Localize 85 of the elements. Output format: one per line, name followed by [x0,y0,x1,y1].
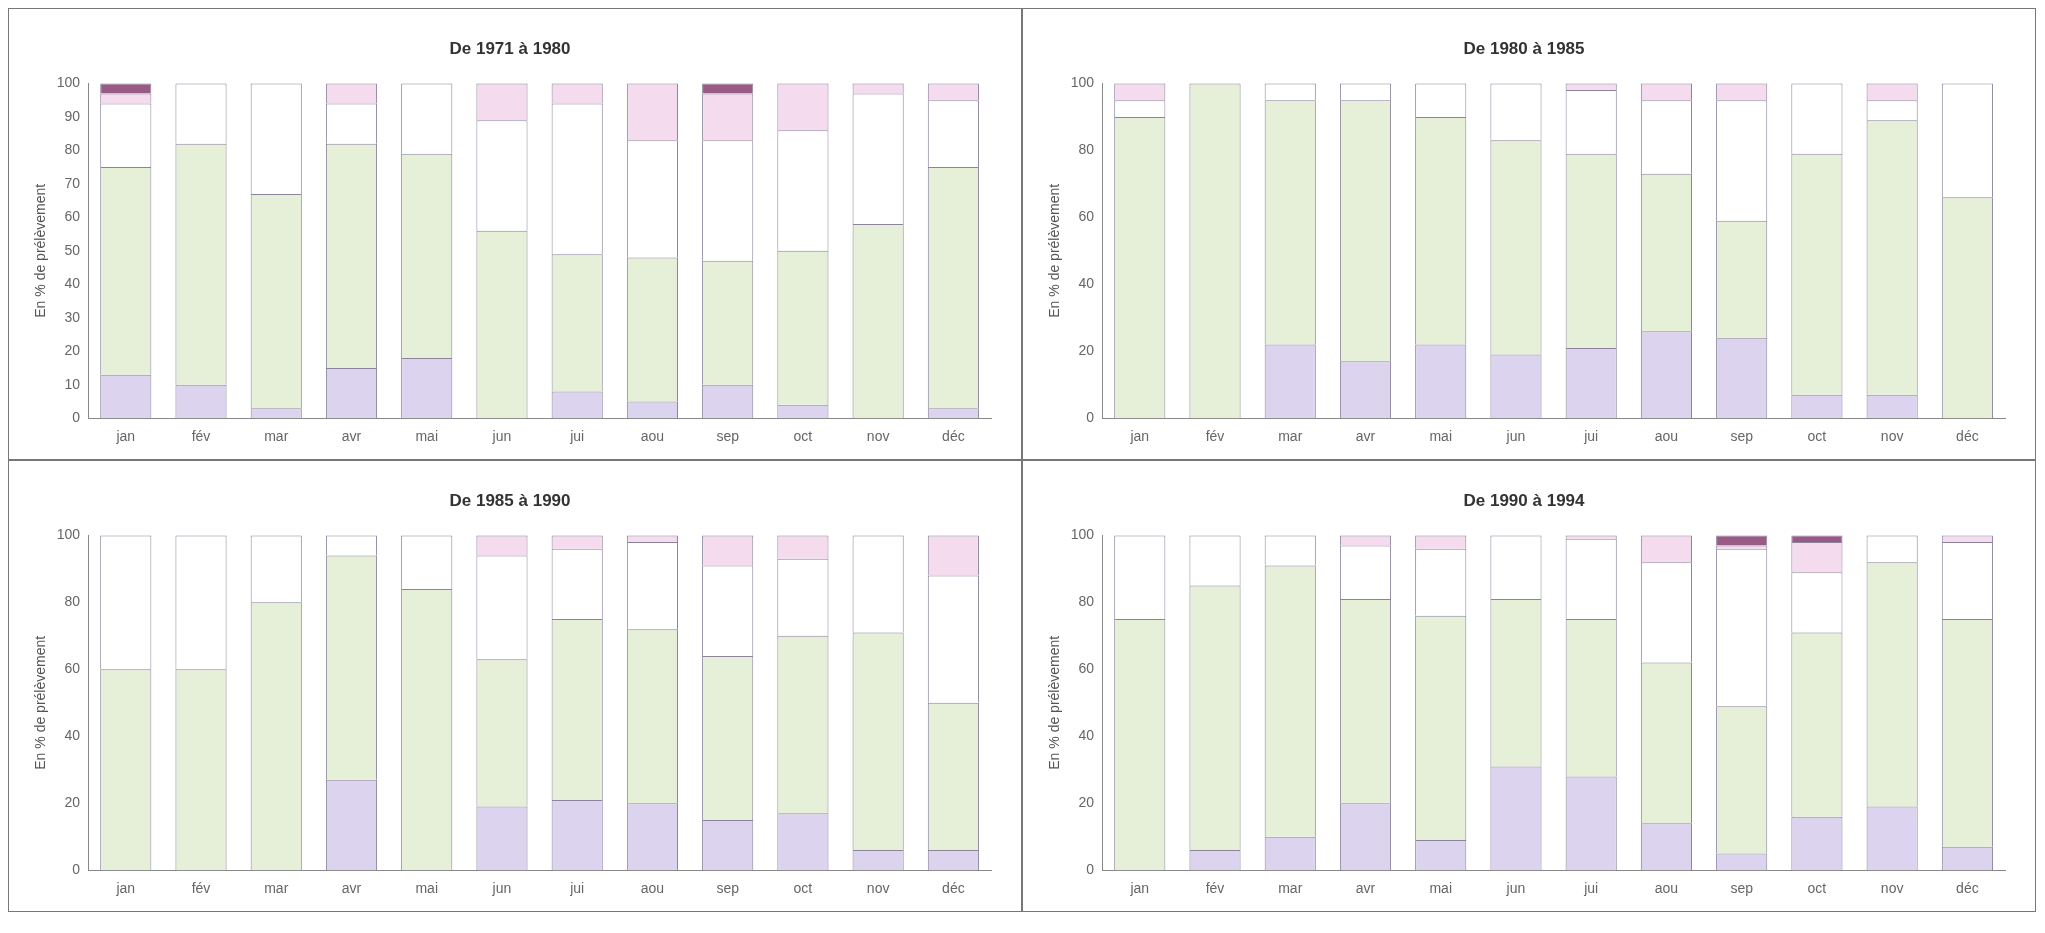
y-tick-label: 0 [72,861,81,878]
x-tick-label: jan [115,428,136,445]
y-tick-label: 20 [1078,794,1095,811]
x-tick-label: déc [1956,880,1979,897]
x-tick-label: fév [191,428,211,445]
y-tick-label: 60 [64,208,81,225]
x-tick-label: sep [716,880,740,897]
y-axis-title: En % de prélèvement [1046,183,1063,318]
y-axis-title: En % de prélèvement [32,183,49,318]
x-tick-label: avr [1355,428,1376,445]
y-tick-label: 0 [72,409,81,426]
y-tick-label: 20 [64,342,81,359]
x-tick-label: nov [1880,880,1904,897]
y-tick-label: 80 [64,141,81,158]
y-tick-label: 0 [1086,409,1095,426]
x-tick-label: aou [1654,428,1679,445]
y-tick-label: 40 [64,727,81,744]
x-tick-label: sep [1730,428,1754,445]
y-tick-label: 100 [1070,74,1095,91]
x-tick-label: sep [716,428,740,445]
x-tick-label: jui [1583,880,1599,897]
x-tick-label: jun [491,880,512,897]
x-tick-label: aou [640,428,665,445]
y-tick-label: 40 [1078,275,1095,292]
x-tick-label: avr [341,428,362,445]
x-tick-label: avr [341,880,362,897]
chart-title: De 1990 à 1994 [1463,490,1586,510]
x-tick-label: sep [1730,880,1754,897]
x-tick-label: jui [569,428,585,445]
y-tick-label: 80 [64,593,81,610]
y-tick-label: 40 [1078,727,1095,744]
chart-title: De 1980 à 1985 [1463,38,1585,58]
x-tick-label: jan [1129,880,1150,897]
x-tick-label: mai [415,880,439,897]
x-tick-label: avr [1355,880,1376,897]
y-tick-label: 70 [64,174,81,191]
x-tick-label: déc [942,428,965,445]
y-tick-label: 30 [64,308,81,325]
x-tick-label: oct [793,428,813,445]
x-tick-label: oct [793,880,813,897]
x-tick-label: mar [264,880,289,897]
y-tick-label: 20 [1078,342,1095,359]
x-tick-label: jan [115,880,136,897]
x-tick-label: nov [866,428,890,445]
y-axis-title: En % de prélèvement [1046,635,1063,770]
x-tick-label: déc [942,880,965,897]
x-tick-label: mai [1429,880,1453,897]
y-axis-title: En % de prélèvement [32,635,49,770]
y-tick-label: 80 [1078,593,1095,610]
x-tick-label: jui [569,880,585,897]
x-tick-label: nov [1880,428,1904,445]
x-tick-label: fév [1205,880,1225,897]
y-tick-label: 0 [1086,861,1095,878]
x-tick-label: mar [1278,880,1303,897]
y-tick-label: 100 [1070,526,1095,543]
x-tick-label: oct [1807,880,1827,897]
y-tick-label: 50 [64,241,81,258]
x-tick-label: jun [491,428,512,445]
x-tick-label: nov [866,880,890,897]
y-tick-label: 10 [64,375,81,392]
y-tick-label: 60 [64,660,81,677]
chart-title: De 1985 à 1990 [449,490,571,510]
y-tick-label: 100 [56,74,81,91]
x-tick-label: mai [1429,428,1453,445]
y-tick-label: 60 [1078,660,1095,677]
x-tick-label: aou [1654,880,1679,897]
x-tick-label: déc [1956,428,1979,445]
x-tick-label: oct [1807,428,1827,445]
x-tick-label: fév [191,880,211,897]
y-tick-label: 20 [64,794,81,811]
x-tick-label: jun [1505,880,1526,897]
x-tick-label: mar [1278,428,1303,445]
x-tick-label: jui [1583,428,1599,445]
y-tick-label: 80 [1078,141,1095,158]
chart-title: De 1971 à 1980 [449,38,571,58]
x-tick-label: mai [415,428,439,445]
y-tick-label: 40 [64,275,81,292]
x-tick-label: mar [264,428,289,445]
x-tick-label: fév [1205,428,1225,445]
y-tick-label: 100 [56,526,81,543]
x-tick-label: jan [1129,428,1150,445]
y-tick-label: 90 [64,107,81,124]
x-tick-label: aou [640,880,665,897]
y-tick-label: 60 [1078,208,1095,225]
x-tick-label: jun [1505,428,1526,445]
